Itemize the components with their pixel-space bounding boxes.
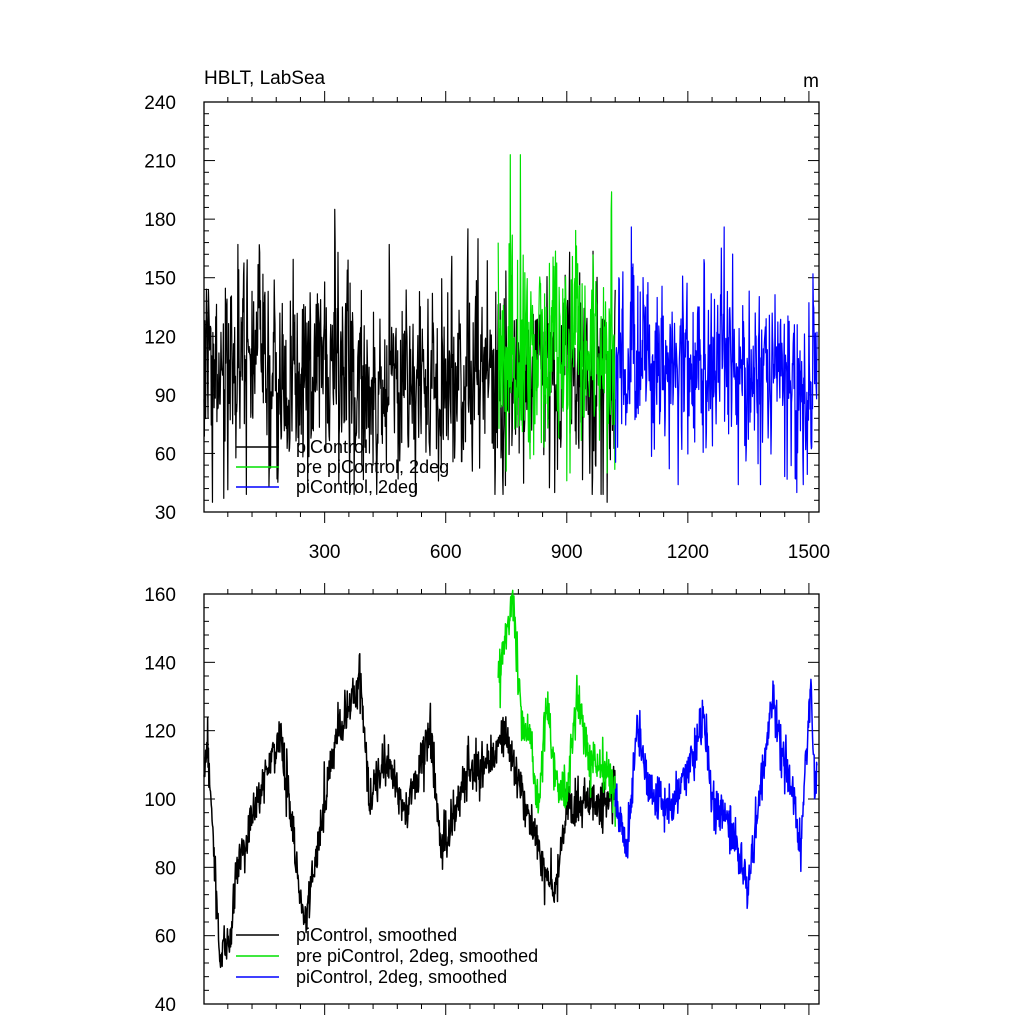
y-tick-label: 160 — [144, 585, 176, 606]
legend-label-2: pre piControl, 2deg, smoothed — [296, 946, 538, 966]
y-tick-label: 40 — [155, 995, 176, 1016]
series-line-1 — [203, 652, 616, 969]
y-tick-label: 100 — [144, 790, 176, 811]
series-line-2 — [497, 589, 616, 827]
y-tick-label: 80 — [155, 858, 176, 879]
y-tick-label: 60 — [155, 927, 176, 948]
panel-top: HBLT, LabSea m 30 60 90 120 150 180 210 240 300 6… — [144, 68, 830, 563]
legend-label-3: piControl, 2deg — [296, 477, 418, 497]
tick-labels: 30 60 90 120 150 180 210 240 300 600 900 1200 1500 — [144, 93, 830, 563]
series-line-3 — [614, 678, 818, 910]
y-tick-label: 240 — [144, 93, 176, 114]
y-tick-label: 150 — [144, 269, 176, 290]
panel-bottom: 40 60 80 100 120 140 160 piControl, smoothedpr… — [144, 583, 820, 1016]
legend-label-2: pre piControl, 2deg — [296, 457, 449, 477]
tick-labels: 40 60 80 100 120 140 160 — [144, 585, 176, 1016]
x-tick-label: 1200 — [667, 542, 709, 563]
legend-label-1: piControl, smoothed — [296, 925, 457, 945]
axis-ticks — [204, 583, 819, 1015]
chart-title: HBLT, LabSea — [204, 68, 326, 89]
y-tick-label: 90 — [155, 386, 176, 407]
series-line-3 — [614, 226, 818, 494]
axis-ticks — [204, 91, 819, 523]
plot-area — [203, 589, 818, 969]
y-tick-label: 210 — [144, 152, 176, 173]
y-tick-label: 30 — [155, 503, 176, 524]
y-tick-label: 120 — [144, 327, 176, 348]
units-label: m — [803, 71, 819, 92]
legend-label-1: piControl — [296, 437, 368, 457]
y-tick-label: 60 — [155, 444, 176, 465]
y-tick-label: 120 — [144, 722, 176, 743]
x-tick-label: 300 — [309, 542, 341, 563]
x-tick-label: 600 — [430, 542, 462, 563]
y-tick-label: 140 — [144, 653, 176, 674]
y-tick-label: 180 — [144, 210, 176, 231]
x-tick-label: 1500 — [788, 542, 830, 563]
plot-area — [203, 154, 818, 503]
legend-label-3: piControl, 2deg, smoothed — [296, 967, 507, 987]
x-tick-label: 900 — [551, 542, 583, 563]
series-line-2 — [497, 154, 616, 482]
plot-frame — [203, 101, 820, 513]
